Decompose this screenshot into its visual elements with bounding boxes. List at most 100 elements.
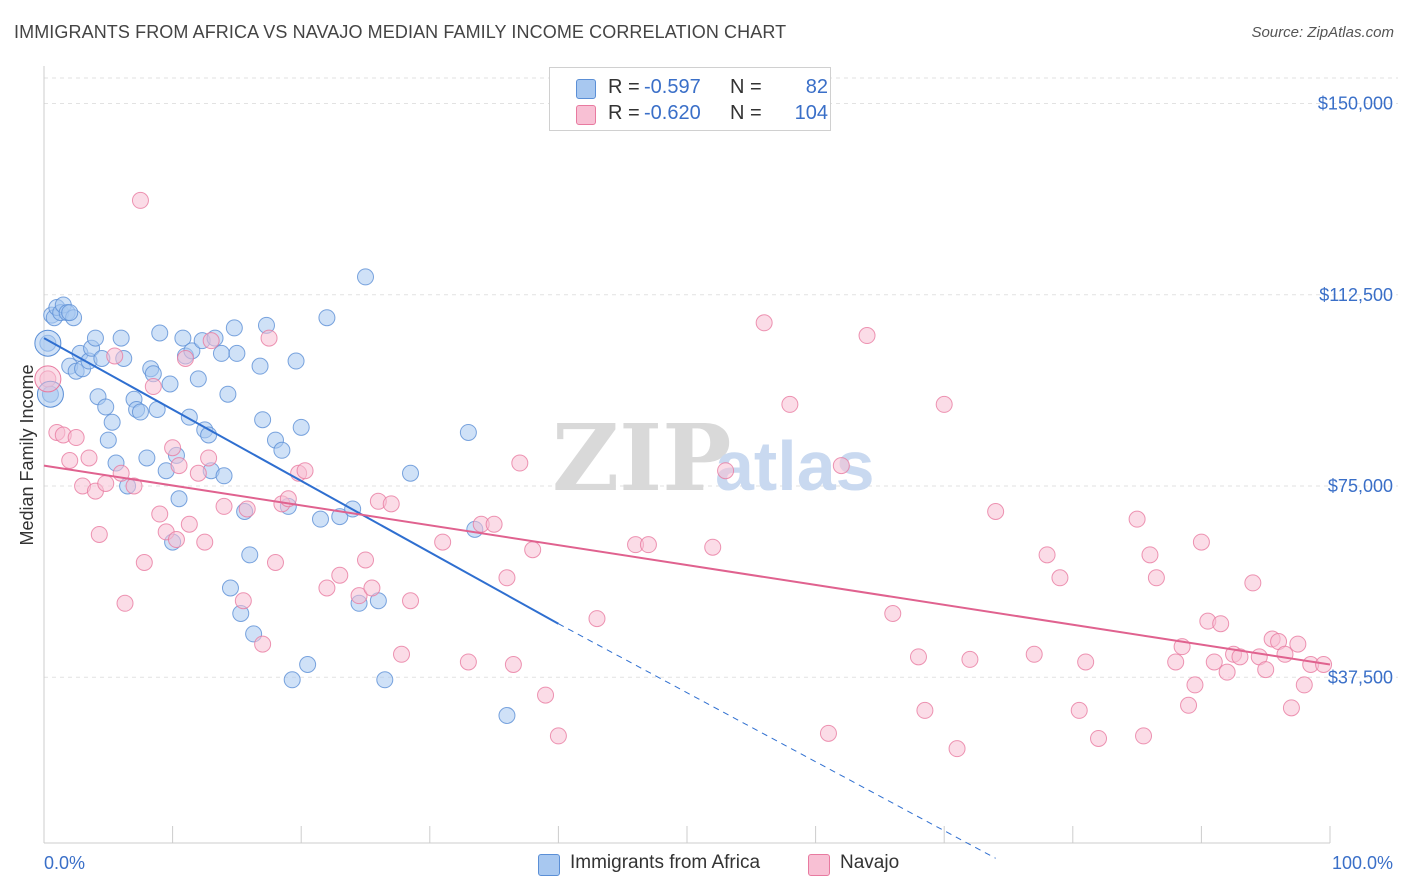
data-point-africa [103, 413, 121, 431]
data-point-navajo [144, 378, 162, 396]
data-point-navajo [1077, 653, 1095, 671]
data-point-navajo [537, 686, 555, 704]
y-tick-labels: $37,500 $75,000 $112,500 $150,000 [1318, 94, 1393, 688]
bottom-legend-swatch-navajo [808, 854, 830, 876]
legend-n-value-africa: 82 [805, 76, 828, 98]
data-point-africa [215, 467, 233, 485]
data-point-africa [221, 579, 239, 597]
data-point-africa [219, 385, 237, 403]
legend-r-label: R = [608, 102, 640, 124]
data-point-navajo [524, 541, 542, 559]
trend-line-africa [43, 337, 559, 625]
legend-n-label: N = [730, 102, 762, 124]
data-point-navajo [549, 727, 567, 745]
data-point-africa [61, 304, 79, 322]
data-point-africa [254, 411, 272, 429]
data-point-navajo [1070, 701, 1088, 719]
data-point-navajo [1025, 645, 1043, 663]
chart-title: IMMIGRANTS FROM AFRICA VS NAVAJO MEDIAN … [14, 22, 787, 42]
data-point-navajo [819, 724, 837, 742]
data-point-navajo [80, 449, 98, 467]
data-point-africa [189, 370, 207, 388]
data-point-navajo [176, 350, 194, 367]
x-tick-label: 0.0% [44, 853, 85, 873]
data-point-africa [459, 423, 477, 441]
data-point-navajo [200, 449, 218, 467]
y-tick-label: $150,000 [1318, 94, 1393, 114]
data-point-navajo [1090, 729, 1108, 747]
data-point-navajo [1205, 653, 1223, 671]
data-point-navajo [1192, 533, 1210, 551]
data-point-navajo [350, 587, 368, 605]
data-point-navajo [1289, 635, 1307, 653]
data-point-africa [376, 671, 394, 689]
data-point-navajo [331, 566, 349, 584]
data-point-africa [283, 671, 301, 689]
data-point-navajo [164, 439, 182, 457]
data-point-navajo [498, 569, 516, 587]
data-point-navajo [97, 474, 115, 492]
data-point-navajo [189, 464, 207, 482]
data-point-navajo [234, 592, 252, 610]
trend-line-africa-extension [558, 623, 996, 859]
data-point-navajo [916, 701, 934, 719]
data-point-navajo [393, 645, 411, 663]
legend-n-label: N = [730, 76, 762, 98]
data-point-africa [99, 431, 117, 449]
data-point-navajo [987, 503, 1005, 520]
data-point-navajo [1141, 546, 1159, 564]
data-point-africa [86, 329, 104, 347]
data-point-navajo [1295, 676, 1313, 694]
data-point-navajo [1212, 615, 1230, 633]
data-point-navajo [1186, 676, 1204, 694]
data-point-navajo [202, 332, 220, 350]
data-points [34, 191, 1333, 758]
data-point-africa [287, 352, 305, 370]
legend-n-value-navajo: 104 [794, 102, 828, 124]
legend-swatch-navajo [576, 105, 596, 125]
axes [43, 66, 1331, 844]
data-point-navajo [238, 500, 256, 518]
data-point-navajo [832, 457, 850, 475]
data-point-navajo [1167, 653, 1185, 671]
data-point-navajo [180, 515, 198, 533]
data-point-africa [212, 344, 230, 362]
legend-r-value-africa: -0.597 [644, 76, 701, 98]
trend-lines [43, 337, 1331, 859]
data-point-navajo [781, 395, 799, 413]
data-point-navajo [434, 533, 452, 551]
x-tick-label: 100.0% [1332, 853, 1393, 873]
data-point-africa [357, 268, 374, 286]
data-point-navajo [1231, 648, 1249, 666]
data-point-navajo [511, 454, 529, 472]
data-point-africa [138, 449, 156, 467]
data-point-navajo [135, 554, 153, 571]
data-point-navajo [266, 554, 284, 571]
data-point-navajo [215, 497, 233, 515]
data-point-africa [225, 319, 243, 337]
data-point-navajo [357, 551, 374, 569]
chart-source: Source: ZipAtlas.com [1251, 24, 1394, 41]
trend-line-navajo [43, 464, 1331, 666]
data-point-navajo [485, 515, 503, 533]
bottom-legend-label-navajo: Navajo [840, 852, 900, 873]
bottom-legend-label-africa: Immigrants from Africa [570, 852, 761, 873]
data-point-navajo [318, 579, 336, 597]
legend-swatch-africa [576, 79, 596, 99]
data-point-africa [97, 398, 115, 416]
data-point-navajo [1276, 645, 1294, 663]
data-point-navajo [167, 531, 185, 549]
data-point-africa [318, 309, 336, 327]
data-point-navajo [34, 365, 62, 393]
data-point-navajo [90, 525, 108, 543]
data-point-navajo [131, 191, 149, 209]
data-point-navajo [402, 592, 420, 610]
data-point-navajo [704, 538, 722, 556]
data-point-navajo [961, 650, 979, 668]
data-point-navajo [1282, 699, 1300, 717]
data-point-navajo [116, 594, 134, 612]
data-point-africa [292, 418, 310, 436]
data-point-navajo [755, 314, 773, 332]
data-point-navajo [67, 429, 85, 447]
